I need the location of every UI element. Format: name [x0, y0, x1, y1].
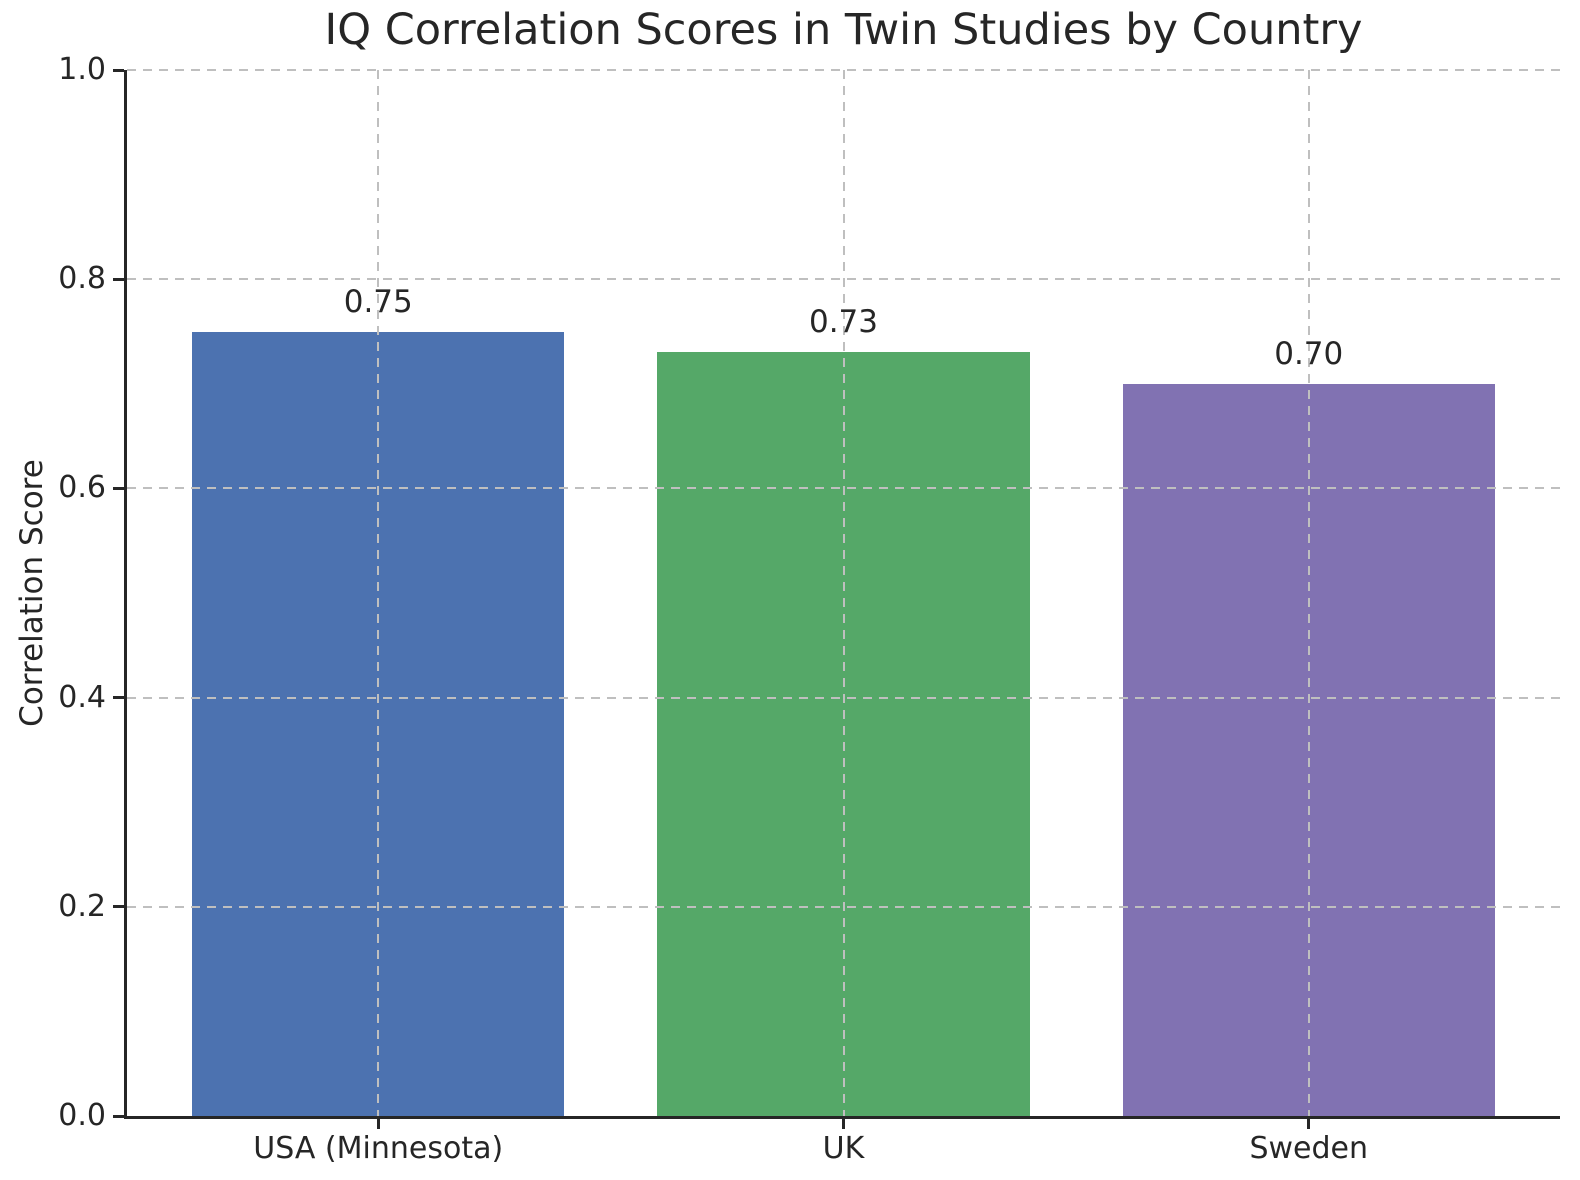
- y-tick-label: 0.0: [58, 1098, 106, 1133]
- y-tick-mark: [113, 277, 124, 281]
- y-tick-mark: [113, 1114, 124, 1118]
- bar-value-label: 0.73: [808, 304, 879, 341]
- gridline-vertical: [842, 70, 845, 1116]
- x-axis-spine: [124, 1116, 1560, 1119]
- y-tick-label: 0.8: [58, 261, 106, 297]
- bar-value-label: 0.75: [343, 283, 413, 320]
- gridline-vertical: [377, 70, 380, 1116]
- plot-area: 0.75 0.73 0.70: [127, 69, 1560, 1116]
- x-tick-mark: [1307, 1119, 1311, 1129]
- y-tick-mark: [113, 905, 124, 909]
- bar-value-label: 0.70: [1274, 335, 1344, 372]
- y-tick-label: 0.2: [58, 888, 106, 924]
- x-tick-label: Sweden: [1249, 1131, 1369, 1166]
- y-tick-label: 0.6: [58, 470, 106, 506]
- x-tick-label: USA (Minnesota): [253, 1131, 504, 1166]
- y-tick-mark: [113, 696, 124, 700]
- gridline-vertical: [1307, 70, 1310, 1116]
- y-tick-mark: [113, 68, 124, 72]
- x-tick-mark: [842, 1119, 845, 1129]
- y-tick-mark: [113, 486, 124, 490]
- x-tick-label: UK: [822, 1131, 865, 1166]
- y-axis-spine: [124, 70, 127, 1119]
- chart-title: IQ Correlation Scores in Twin Studies by…: [324, 5, 1363, 55]
- y-tick-label: 1.0: [58, 52, 106, 87]
- y-tick-label: 0.4: [58, 679, 106, 715]
- x-tick-mark: [376, 1119, 380, 1129]
